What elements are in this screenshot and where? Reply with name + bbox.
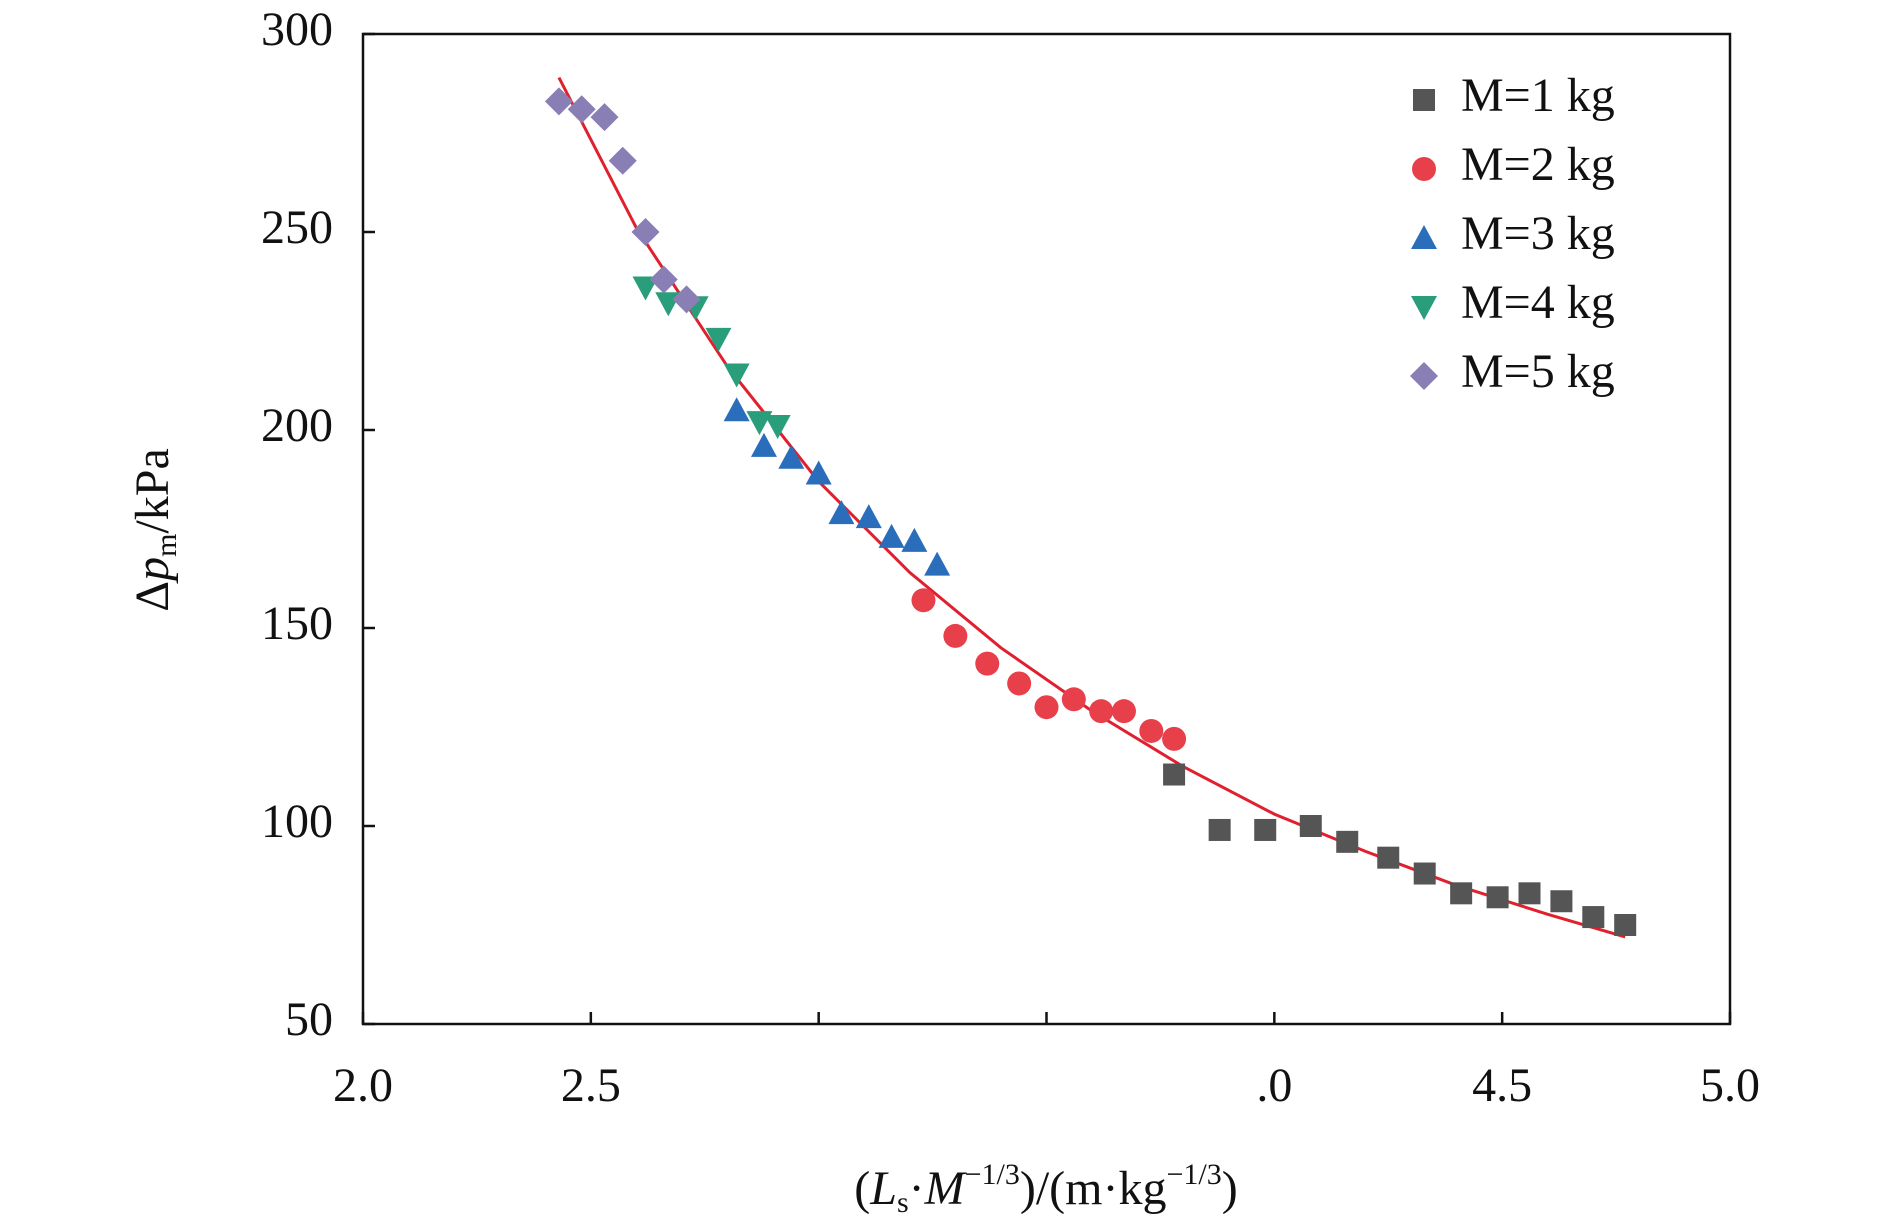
marker-circle: [1061, 687, 1086, 712]
x-tick-label: 5.0: [1700, 1059, 1760, 1112]
legend-label: M=3 kg: [1461, 207, 1615, 260]
x-label-part: −1/3: [965, 1158, 1020, 1191]
marker-triangle-up: [723, 397, 750, 422]
marker-square: [1208, 818, 1231, 841]
x-label-part: )/(m·kg: [1020, 1162, 1167, 1215]
marker-triangle-up: [805, 460, 832, 485]
marker-triangle-up: [750, 432, 777, 457]
legend-marker: [1411, 296, 1437, 320]
x-tick-label: 2.0: [333, 1059, 393, 1112]
marker-square: [1486, 886, 1509, 909]
marker-triangle-down: [746, 411, 773, 436]
marker-square: [1413, 862, 1436, 885]
marker-triangle-up: [855, 504, 882, 529]
x-label-part: (: [854, 1162, 870, 1215]
marker-triangle-down: [723, 363, 750, 388]
legend-label: M=4 kg: [1461, 276, 1615, 329]
x-tick-label: 4.5: [1472, 1059, 1532, 1112]
x-label-part: M: [924, 1162, 968, 1215]
marker-triangle-up: [778, 444, 805, 469]
y-label-part: p: [126, 557, 179, 584]
marker-square: [1614, 914, 1637, 936]
y-tick-label: 250: [261, 201, 333, 254]
y-tick-label: 200: [261, 399, 333, 452]
marker-circle: [943, 623, 968, 648]
y-tick-label: 150: [261, 597, 333, 650]
marker-square: [1336, 830, 1359, 853]
marker-circle: [975, 651, 1000, 676]
marker-triangle-up: [878, 523, 905, 548]
marker-square: [1254, 818, 1277, 841]
marker-circle: [1007, 671, 1032, 696]
marker-triangle-up: [924, 551, 951, 576]
marker-diamond: [567, 95, 596, 124]
x-axis-label: (Ls·M−1/3)/(m·kg−1/3): [854, 1158, 1237, 1219]
x-tick-label: 2.5: [561, 1059, 621, 1112]
legend-marker: [1413, 89, 1435, 111]
legend-marker: [1411, 225, 1437, 249]
marker-circle: [911, 588, 936, 613]
marker-triangle-down: [764, 415, 791, 440]
marker-circle: [1034, 695, 1059, 720]
marker-square: [1163, 763, 1186, 786]
marker-circle: [1089, 699, 1114, 724]
y-label-part: /kPa: [126, 448, 179, 533]
marker-diamond: [608, 146, 637, 175]
marker-circle: [1139, 718, 1164, 743]
legend-marker: [1412, 157, 1436, 181]
marker-circle: [1111, 699, 1136, 724]
marker-diamond: [590, 103, 619, 132]
marker-triangle-down: [705, 327, 732, 352]
x-label-part: s: [897, 1186, 909, 1219]
marker-diamond: [672, 285, 701, 314]
marker-triangle-down: [632, 276, 659, 301]
marker-square: [1518, 882, 1541, 905]
legend-label: M=5 kg: [1461, 345, 1615, 398]
x-label-part: L: [869, 1162, 897, 1215]
marker-diamond: [649, 265, 678, 294]
y-axis-label: Δpm/kPa: [126, 448, 183, 612]
x-tick-label: .0: [1256, 1059, 1292, 1112]
marker-square: [1450, 882, 1473, 905]
y-label-part: Δ: [126, 581, 179, 612]
x-label-part: ): [1222, 1162, 1238, 1215]
legend-label: M=2 kg: [1461, 138, 1615, 191]
marker-square: [1377, 846, 1400, 869]
marker-square: [1299, 815, 1322, 837]
legend-label: M=1 kg: [1461, 69, 1615, 122]
y-tick-label: 300: [261, 3, 333, 56]
x-label-part: −1/3: [1166, 1158, 1221, 1191]
marker-circle: [1162, 726, 1187, 751]
y-label-part: m: [150, 534, 183, 557]
marker-square: [1582, 906, 1605, 929]
y-tick-label: 50: [285, 993, 333, 1046]
y-tick-label: 100: [261, 795, 333, 848]
marker-triangle-up: [901, 527, 928, 552]
x-label-part: ·: [909, 1162, 925, 1215]
marker-diamond: [631, 218, 660, 246]
marker-diamond: [544, 87, 573, 116]
marker-triangle-up: [828, 500, 855, 525]
marker-square: [1550, 890, 1573, 913]
legend-marker: [1410, 362, 1438, 390]
